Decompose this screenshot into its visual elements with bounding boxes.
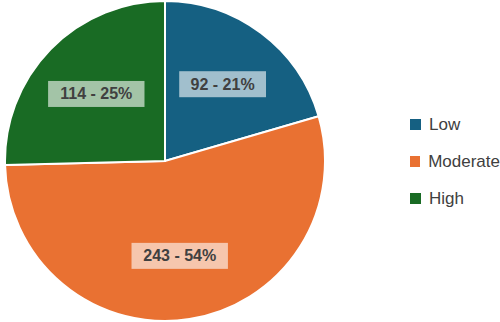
html-text:Low: Low [429, 114, 461, 134]
svg-text:114 - 25%: 114 - 25% [60, 85, 132, 102]
svg-text:92 - 21%: 92 - 21% [191, 76, 255, 93]
html-text:Moderate: Moderate [428, 151, 500, 171]
svg-text:243 - 54%: 243 - 54% [143, 247, 216, 264]
html-text:High: High [429, 188, 464, 208]
